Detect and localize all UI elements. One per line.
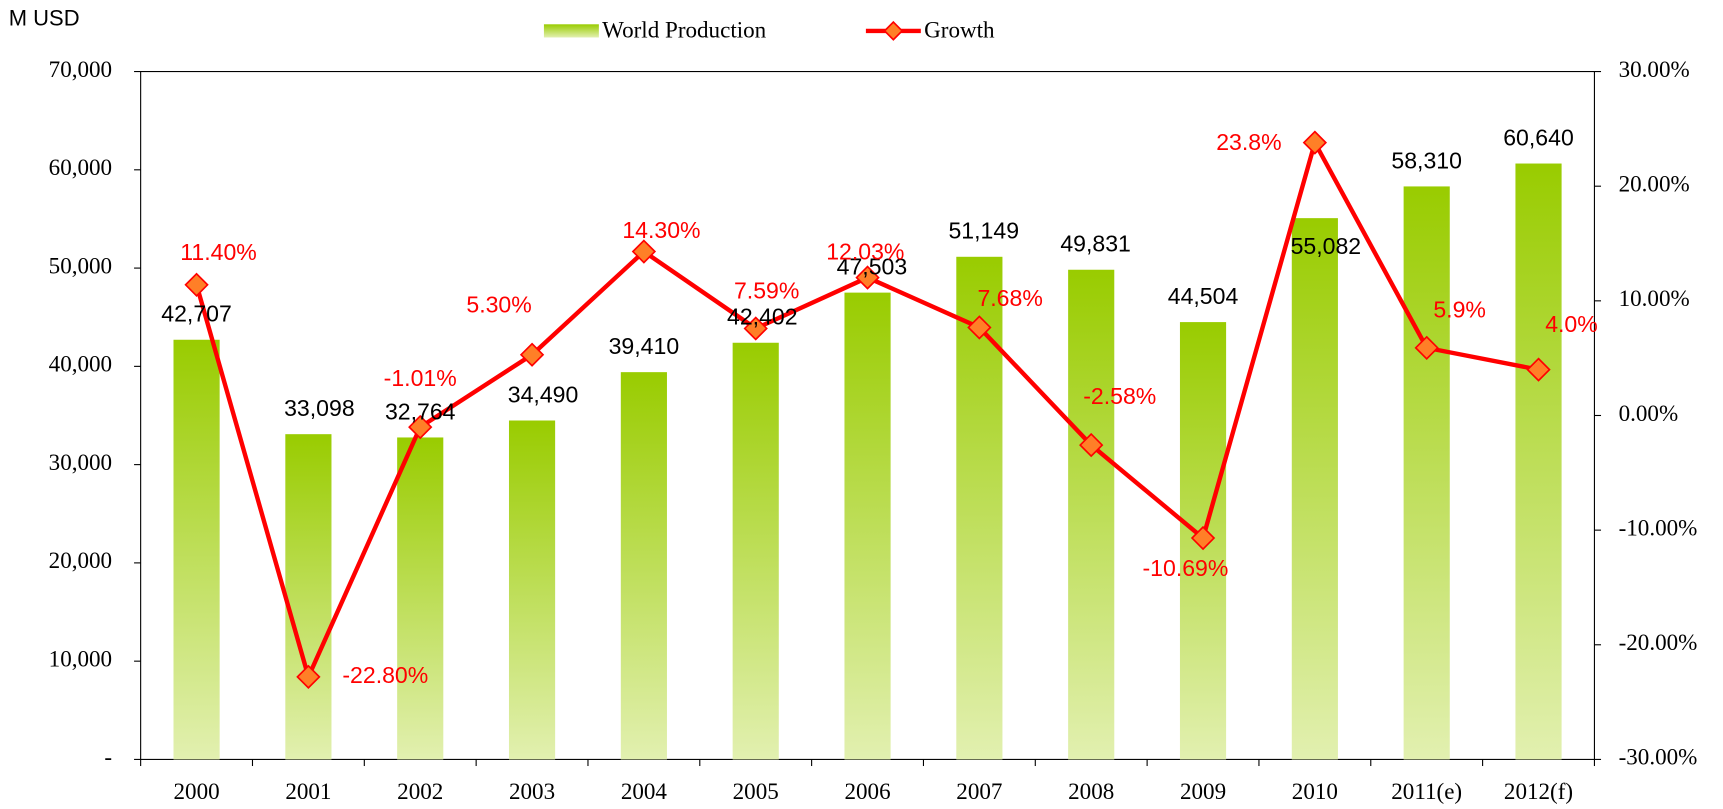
growth-marker [631, 239, 657, 264]
growth-marker [296, 664, 321, 690]
growth-value-label: 23.8% [1216, 129, 1281, 155]
bar [1515, 163, 1562, 760]
y2-tick-label: -20.00% [1619, 629, 1698, 655]
bar [1403, 186, 1450, 760]
legend-label: World Production [602, 16, 767, 42]
x-tick-label: 2009 [1180, 778, 1226, 804]
legend-marker [883, 20, 904, 41]
y-tick-label: 20,000 [49, 547, 112, 573]
x-tick-label: 2007 [956, 778, 1002, 804]
bar [1291, 218, 1338, 760]
bar-value-label: 58,310 [1391, 147, 1462, 173]
bar [620, 372, 667, 760]
growth-marker [1414, 335, 1439, 361]
bar-value-label: 55,082 [1291, 233, 1362, 259]
growth-marker [1526, 357, 1551, 382]
x-tick-label: 2011(e) [1391, 778, 1462, 804]
x-tick-label: 2000 [174, 778, 220, 804]
growth-value-label: 7.68% [977, 285, 1042, 311]
bar-value-label: 49,831 [1060, 231, 1131, 257]
bar [173, 339, 220, 760]
bar [1068, 269, 1115, 760]
growth-marker [1302, 130, 1328, 155]
legend-label: Growth [924, 16, 995, 42]
y2-tick-label: -10.00% [1619, 514, 1698, 540]
bar-value-label: 42,402 [727, 304, 798, 330]
growth-value-label: 4.0% [1545, 311, 1598, 337]
y2-tick-label: 20.00% [1619, 170, 1690, 196]
y-tick-label: 40,000 [49, 351, 112, 377]
growth-marker [743, 316, 768, 341]
y2-tick-label: 10.00% [1619, 285, 1690, 311]
bar-value-label: 60,640 [1503, 124, 1574, 150]
growth-value-label: -2.58% [1083, 383, 1156, 409]
bar-value-label: 51,149 [948, 218, 1019, 244]
x-tick-label: 2012(f) [1504, 778, 1573, 804]
growth-marker [184, 272, 209, 297]
bar-value-label: 33,098 [284, 395, 355, 421]
y2-tick-label: 30.00% [1619, 56, 1690, 82]
y-tick-label: 60,000 [49, 154, 112, 180]
growth-marker [967, 315, 992, 340]
growth-value-label: -1.01% [384, 365, 457, 391]
growth-marker [408, 414, 433, 440]
growth-value-label: 12.03% [826, 238, 904, 264]
bar-value-label: 44,504 [1168, 283, 1239, 309]
x-tick-label: 2004 [621, 778, 668, 804]
y-tick-label: 10,000 [49, 645, 112, 671]
bar [844, 292, 891, 760]
bar-value-label: 39,410 [609, 333, 680, 359]
y2-tick-label: -30.00% [1619, 744, 1698, 770]
bar [508, 420, 556, 760]
bar [397, 437, 444, 760]
growth-marker [1079, 432, 1104, 458]
bar [732, 342, 779, 760]
growth-value-label: 7.59% [734, 277, 799, 303]
growth-value-label: 5.9% [1433, 297, 1486, 323]
growth-marker [855, 265, 880, 290]
growth-marker [519, 342, 545, 367]
growth-value-label: -22.80% [342, 662, 428, 688]
x-tick-label: 2001 [285, 778, 331, 804]
growth-value-label: 14.30% [622, 217, 700, 243]
y-axis-label: M USD [9, 6, 80, 31]
legend-swatch [543, 24, 599, 38]
x-tick-label: 2008 [1068, 778, 1114, 804]
bar-value-label: 34,490 [508, 381, 579, 407]
bar-value-label: 32,764 [385, 398, 456, 424]
y2-tick-label: 0.00% [1619, 400, 1679, 426]
bar-value-label: 47,503 [837, 254, 908, 280]
growth-marker [1190, 525, 1216, 551]
y-tick-label: - [104, 744, 112, 770]
growth-value-label: -10.69% [1142, 555, 1228, 581]
x-tick-label: 2010 [1292, 778, 1338, 804]
y-tick-label: 50,000 [49, 252, 112, 278]
x-tick-label: 2006 [844, 778, 890, 804]
bar [285, 434, 332, 760]
y-tick-label: 70,000 [49, 56, 112, 82]
bar-value-label: 42,707 [161, 301, 232, 327]
x-tick-label: 2002 [397, 778, 443, 804]
y-tick-label: 30,000 [49, 449, 112, 475]
x-tick-label: 2003 [509, 778, 555, 804]
growth-value-label: 11.40% [180, 239, 257, 265]
x-tick-label: 2005 [733, 778, 779, 804]
growth-value-label: 5.30% [466, 291, 531, 317]
